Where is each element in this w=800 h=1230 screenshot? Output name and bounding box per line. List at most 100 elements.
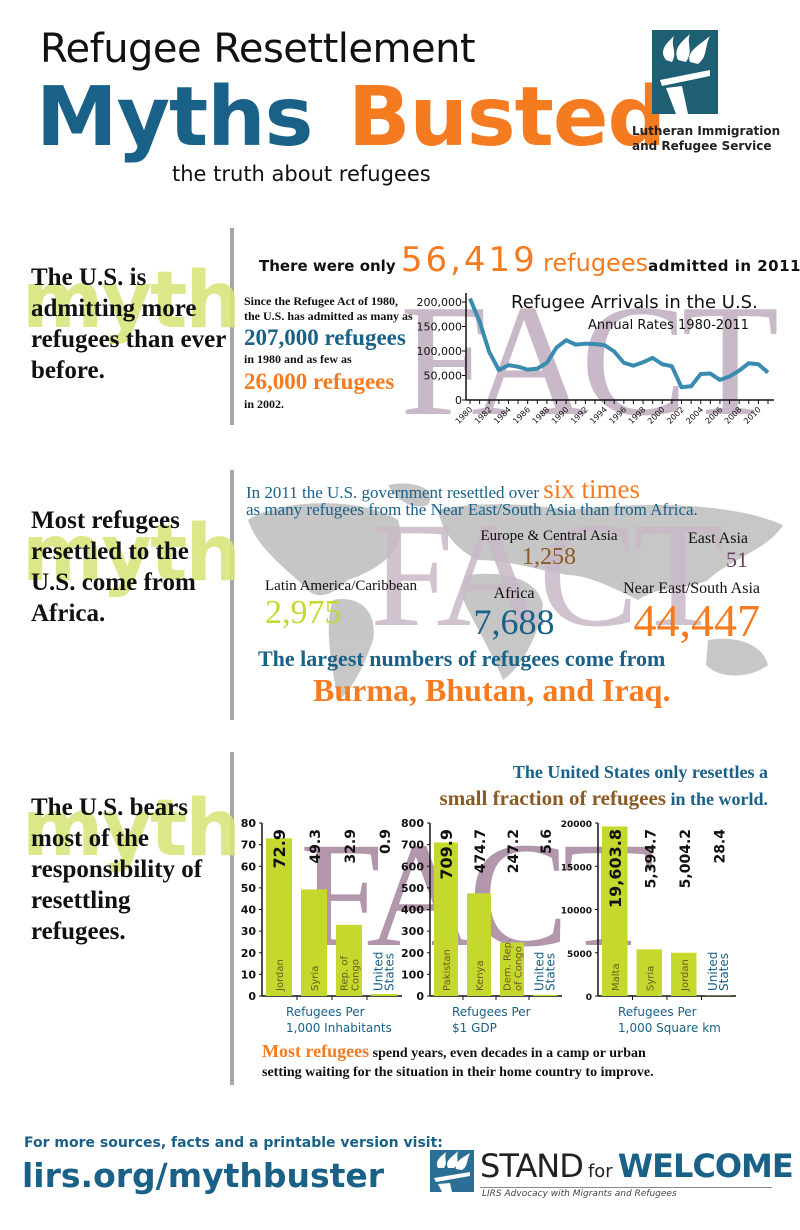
title-busted: Busted	[348, 70, 666, 165]
region-africa: Africa 7,688	[466, 585, 562, 641]
bar-value-label: 5,394.7	[643, 829, 659, 888]
bar-united-states	[533, 994, 557, 996]
y-tick-label: 10	[241, 968, 257, 981]
region-value: 2,975	[265, 594, 342, 631]
bar-value-label: 5,004.2	[678, 829, 694, 888]
bar-chart-3: 0 5000 10000 15000 20000 Malta 19,603.8 Syria 5,…	[561, 820, 736, 1003]
region-value: 1,258	[522, 544, 576, 570]
bar-dem-rep-of-congo	[500, 942, 524, 996]
head2-rest: in the world.	[670, 789, 768, 809]
bar-value-label: 72.9	[270, 829, 289, 868]
y-tick-label: 70	[241, 839, 257, 852]
logo-tagline: LIRS Advocacy with Migrants and Refugees	[482, 1189, 677, 1199]
side-line3: in 1980 and as few as	[244, 352, 352, 366]
bar-chart-2-xlabel: Refugees Per $1 GDP	[452, 1004, 531, 1036]
bar-category-label: Congo	[351, 959, 362, 991]
bar-category-label: Syria	[310, 966, 321, 991]
xlabel-line2: $1 GDP	[452, 1021, 497, 1035]
myth-watermark-3: myth	[22, 784, 241, 874]
y-tick-label: 20	[241, 947, 257, 960]
y-tick-label: 0	[248, 990, 256, 1003]
x-tick-label: 1990	[550, 405, 571, 426]
footer-url-link[interactable]: lirs.org/mythbuster	[22, 1156, 385, 1195]
myth-watermark-1: myth	[22, 256, 241, 346]
bar-category-label: Malta	[611, 963, 622, 991]
bar-united-states	[371, 994, 397, 996]
y-tick-label: 10000	[561, 907, 592, 917]
foot-emph: Most refugees	[262, 1041, 370, 1061]
y-tick-label: 50	[241, 882, 257, 895]
header-subtitle: the truth about refugees	[172, 162, 431, 186]
bar-syria	[301, 889, 327, 996]
bar-category-label: Pakistan	[442, 949, 453, 991]
lirs-logo-line2: and Refugee Service	[632, 139, 772, 153]
y-tick-label: 0	[586, 993, 592, 1003]
region-east-asia: East Asia 51	[668, 530, 748, 572]
bar-syria	[636, 949, 662, 996]
x-tick-label: 1988	[531, 405, 552, 426]
fact-3-head1: The United States only resettles a	[512, 762, 768, 782]
region-near-east: Near East/South Asia 44,447	[578, 580, 760, 644]
bar-value-label: 32.9	[343, 829, 359, 864]
y-tick-label: 80	[241, 817, 257, 830]
bar-category-label: Dem. Rep.	[503, 939, 514, 991]
world-map	[248, 483, 783, 700]
line1-emph: six times	[543, 474, 641, 504]
x-tick-label: 2010	[742, 405, 763, 426]
bar-category-label: States	[383, 953, 397, 991]
lirs-logo-text: Lutheran Immigration and Refugee Service	[632, 124, 780, 154]
torch-icon	[660, 34, 710, 114]
bar-category-label: United	[533, 952, 547, 991]
x-tick-label: 1996	[607, 405, 628, 426]
bar-value-label: 0.9	[378, 829, 394, 854]
x-tick-label: 2000	[646, 405, 667, 426]
largest-countries: Burma, Bhutan, and Iraq.	[313, 672, 671, 708]
line-chart-title: Refugee Arrivals in the U.S.	[511, 292, 758, 313]
bar-value-label: 474.7	[473, 829, 489, 873]
logo-stand: STAND	[480, 1147, 584, 1185]
logo-welcome: WELCOME	[617, 1147, 794, 1185]
bar-value-label: 247.2	[506, 829, 522, 873]
line-chart-subtitle: Annual Rates 1980-2011	[588, 318, 749, 333]
y-tick-label: 400	[401, 904, 424, 917]
xlabel-line2: 1,000 Inhabitants	[286, 1021, 392, 1035]
x-tick-label: 1994	[588, 405, 609, 426]
lirs-logo[interactable]	[652, 30, 718, 114]
y-tick-label: 5000	[567, 950, 592, 960]
title-myths: Myths	[36, 70, 313, 165]
y-tick-label: 100	[401, 968, 424, 981]
region-value: 51	[726, 547, 748, 572]
side-line1: Since the Refugee Act of 1980,	[244, 294, 398, 308]
stand-for-welcome-logo[interactable]: STAND for WELCOME LIRS Advocacy with Mig…	[430, 1148, 794, 1200]
bar-value-label: 19,603.8	[606, 829, 625, 908]
arrivals-line	[468, 297, 770, 390]
x-tick-label: 1980	[454, 405, 475, 426]
section1-divider	[230, 228, 234, 425]
region-value: 44,447	[633, 595, 761, 646]
bar-category-label: Syria	[645, 966, 656, 991]
header-title-main: Myths Busted	[36, 70, 666, 166]
y-tick-label: 150,000	[417, 321, 463, 334]
region-value: 7,688	[473, 602, 555, 642]
bar-value-label: 5.6	[539, 829, 555, 854]
bar-chart-1: 0 10 20 30 40 50 60 70 80 Jordan 72.9 Syria 49.3 Rep.…	[241, 817, 402, 1003]
y-tick-label: 200	[401, 947, 424, 960]
y-tick-label: 60	[241, 860, 257, 873]
region-europe: Europe & Central Asia 1,258	[463, 528, 635, 569]
side-big1: 207,000 refugees	[244, 325, 406, 350]
myth-3-text: The U.S. bears most of the responsibilit…	[31, 794, 203, 945]
bar-category-label: States	[544, 953, 558, 991]
x-tick-label: 1982	[473, 405, 494, 426]
xlabel-line1: Refugees Per	[618, 1005, 697, 1019]
line1-pre: In 2011 the U.S. government resettled ov…	[246, 483, 540, 502]
x-tick-label: 1984	[492, 405, 513, 426]
logo-rule	[480, 1187, 772, 1188]
fact-2-line2: as many refugees from the Near East/Sout…	[246, 500, 698, 519]
section2-divider	[230, 470, 234, 720]
fact-2-line1: In 2011 the U.S. government resettled ov…	[246, 474, 640, 505]
logo-wordmark: STAND for WELCOME	[480, 1147, 794, 1190]
xlabel-line2: 1,000 Square km	[618, 1021, 721, 1035]
y-tick-label: 700	[401, 839, 424, 852]
fact-3-footnote: Most refugees spend years, even decades …	[262, 1042, 654, 1082]
bar-malta	[602, 826, 628, 996]
